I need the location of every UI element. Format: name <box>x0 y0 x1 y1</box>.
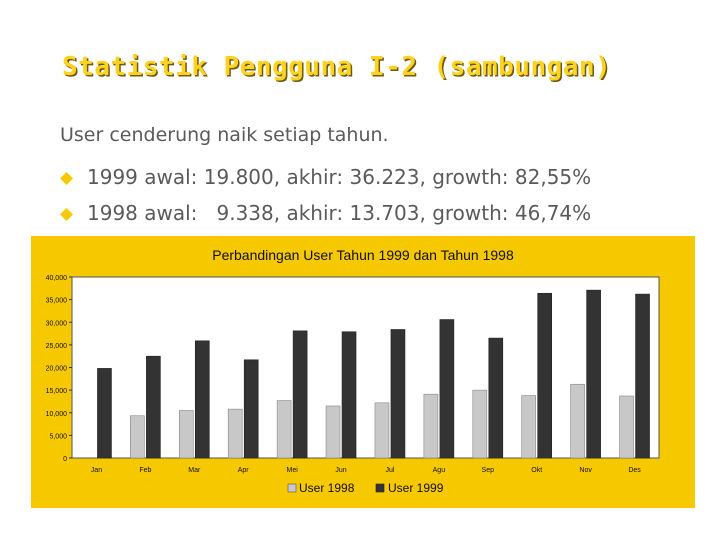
bar-1999-feb <box>146 355 161 459</box>
x-tick-label: Agu <box>433 467 446 474</box>
bar-1998-mar <box>178 410 194 459</box>
bar-1999-jun <box>341 331 357 459</box>
bar-1999-sep <box>488 337 504 459</box>
y-tick-label: 5,000 <box>49 433 67 440</box>
bar-1999-nov <box>586 289 601 459</box>
y-tick-label: 30,000 <box>46 320 68 327</box>
legend-label-1998: User 1998 <box>299 481 355 495</box>
bar-1998-apr <box>227 408 243 459</box>
intro-text: User cenderung naik setiap tahun. <box>60 124 389 146</box>
x-tick-label: Nov <box>579 467 592 474</box>
plot-area <box>71 276 660 459</box>
diamond-bullet-icon <box>60 208 73 221</box>
x-tick-label: Feb <box>139 467 151 474</box>
bar-chart: Perbandingan User Tahun 1999 dan Tahun 1… <box>46 247 660 495</box>
bar-1998-sep <box>472 389 488 459</box>
bar-1998-nov <box>570 383 585 459</box>
x-tick-label: Jul <box>385 467 394 474</box>
bar-1999-agu <box>439 319 455 459</box>
bar-1999-des <box>635 293 650 459</box>
bar-1998-feb <box>130 415 145 459</box>
x-tick-label: Okt <box>531 467 542 474</box>
y-tick-label: 20,000 <box>46 366 68 373</box>
bullet-item-1999: 1999 awal: 19.800, akhir: 36.223, growth… <box>60 165 591 189</box>
x-tick-label: Des <box>628 467 641 474</box>
chart-panel: Perbandingan User Tahun 1999 dan Tahun 1… <box>31 236 695 508</box>
bar-1998-des <box>619 395 634 459</box>
bar-1998-okt <box>521 395 537 459</box>
bar-1998-jun <box>325 405 341 459</box>
y-tick-label: 10,000 <box>46 411 68 418</box>
bullet-text-1999: 1999 awal: 19.800, akhir: 36.223, growth… <box>87 165 592 189</box>
y-tick-label: 35,000 <box>46 298 68 305</box>
x-tick-label: Apr <box>238 467 250 474</box>
bar-1999-okt <box>537 292 553 459</box>
x-tick-label: Jun <box>335 467 346 474</box>
legend-swatch-1999 <box>375 483 385 493</box>
bullet-item-1998: 1998 awal: 9.338, akhir: 13.703, growth:… <box>60 201 591 225</box>
bar-1998-mei <box>276 400 292 459</box>
bar-1999-mar <box>194 340 210 459</box>
y-tick-label: 0 <box>63 456 67 463</box>
legend-swatch-1998 <box>287 483 297 493</box>
x-tick-label: Jan <box>91 467 102 474</box>
bar-1998-jul <box>374 402 390 459</box>
chart-title: Perbandingan User Tahun 1999 dan Tahun 1… <box>212 247 514 263</box>
bar-1999-mei <box>292 330 308 459</box>
y-tick-label: 40,000 <box>46 275 68 282</box>
y-tick-label: 15,000 <box>46 388 68 395</box>
bar-1999-apr <box>243 359 259 459</box>
bar-1999-jan <box>97 368 112 459</box>
x-tick-label: Mei <box>286 467 298 474</box>
bar-1999-jul <box>390 329 406 459</box>
y-tick-label: 25,000 <box>46 343 68 350</box>
diamond-bullet-icon <box>60 172 73 185</box>
bar-1998-agu <box>423 393 439 459</box>
slide-title: Statistik Pengguna I-2 (sambungan) <box>62 52 612 82</box>
x-tick-label: Mar <box>188 467 201 474</box>
legend-label-1999: User 1999 <box>388 481 444 495</box>
x-tick-label: Sep <box>482 467 495 474</box>
bullet-text-1998: 1998 awal: 9.338, akhir: 13.703, growth:… <box>87 201 592 225</box>
